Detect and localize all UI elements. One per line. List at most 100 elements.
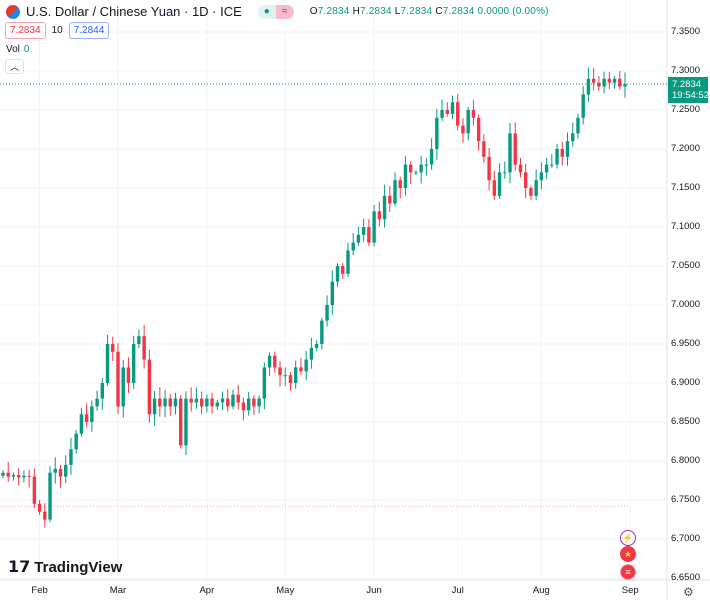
tradingview-logo[interactable]: 𝟭𝟳 TradingView <box>8 558 123 577</box>
market-status[interactable]: ● ≈ <box>257 4 294 19</box>
candle-body <box>382 195 387 220</box>
candle-body <box>445 110 449 114</box>
candle-body <box>618 78 622 87</box>
lightning-icon[interactable]: ⚡ <box>620 530 636 546</box>
candle-body <box>372 211 376 243</box>
candle-body <box>194 398 199 403</box>
time-tick-label: Jun <box>366 585 382 596</box>
candle-body <box>79 414 84 434</box>
candle-body <box>544 164 549 173</box>
candle-body <box>560 149 564 157</box>
candle-body <box>121 367 125 407</box>
candle-body <box>356 234 361 243</box>
candle-body <box>137 336 141 344</box>
candle-body <box>330 281 334 305</box>
price-tick-label: 7.0000 <box>670 299 700 310</box>
price-tick-label: 7.0500 <box>670 260 700 271</box>
candle-body <box>163 398 167 407</box>
price-tick-label: 7.2500 <box>670 104 700 115</box>
candle-body <box>351 242 355 251</box>
candle-body <box>236 394 240 403</box>
candle-body <box>294 367 298 383</box>
candle-body <box>482 141 486 157</box>
price-tick-label: 6.7500 <box>670 494 700 505</box>
ohlc-values: O7.2834 H7.2834 L7.2834 C7.2834 0.0000 (… <box>309 6 549 17</box>
price-tick-label: 6.9500 <box>670 338 700 349</box>
cny-flag-icon[interactable]: ★ <box>620 546 636 562</box>
candle-body <box>11 475 16 477</box>
candle-body <box>341 266 345 274</box>
candle-body <box>513 133 517 165</box>
candle-body <box>414 172 418 174</box>
candle-body <box>278 367 282 376</box>
collapse-legend-button[interactable]: ︿ <box>5 59 24 74</box>
candle-body <box>523 172 528 188</box>
candle-body <box>43 511 47 520</box>
candle-body <box>408 164 413 173</box>
candle-body <box>612 78 617 83</box>
settings-gear-icon[interactable]: ⚙ <box>683 585 694 599</box>
market-open-icon: ● <box>257 4 276 19</box>
candle-body <box>555 149 559 165</box>
candle-body <box>179 398 183 446</box>
candle-body <box>565 141 570 157</box>
candle-body <box>607 78 612 83</box>
candle-body <box>487 156 491 181</box>
time-tick-label: Jul <box>451 585 464 596</box>
price-tick-label: 7.3500 <box>670 26 700 37</box>
candle-body <box>246 398 251 411</box>
candle-body <box>267 355 272 368</box>
volume-legend: Vol 0 <box>6 44 30 55</box>
candle-body <box>215 402 220 407</box>
candle-body <box>147 359 152 415</box>
candle-body <box>539 172 544 181</box>
candle-body <box>37 503 42 512</box>
time-tick-label: Aug <box>532 585 550 596</box>
candle-body <box>429 149 434 165</box>
candle-body <box>450 102 455 114</box>
candle-body <box>497 172 502 196</box>
candle-body <box>398 180 402 188</box>
candle-body <box>69 449 73 465</box>
candle-body <box>309 347 314 360</box>
candle-body <box>424 164 429 166</box>
candle-body <box>471 110 476 118</box>
price-tick-label: 6.7000 <box>670 533 700 544</box>
candle-body <box>199 398 204 407</box>
time-tick-label: Feb <box>31 585 48 596</box>
tradingview-logo-icon: 𝟭𝟳 <box>8 559 31 576</box>
time-tick-label: Apr <box>199 585 215 596</box>
candle-body <box>518 164 523 173</box>
symbol-title[interactable]: U.S. Dollar / Chinese Yuan · 1D · ICE <box>26 4 242 19</box>
price-tick-label: 6.8500 <box>670 416 700 427</box>
candle-body <box>299 367 303 372</box>
candle-body <box>571 133 575 142</box>
candle-body <box>74 433 78 450</box>
candle-body <box>586 78 591 95</box>
candle-body <box>335 266 340 282</box>
price-tick-label: 6.6500 <box>670 572 700 583</box>
candle-body <box>597 82 601 87</box>
candle-body <box>173 398 178 407</box>
price-tick-label: 6.9000 <box>670 377 700 388</box>
buy-button[interactable]: 7.2844 <box>68 22 110 39</box>
price-tick-label: 7.1000 <box>670 221 700 232</box>
candle-body <box>461 125 465 134</box>
candle-body <box>346 250 350 274</box>
candle-body <box>16 475 21 478</box>
candle-body <box>314 344 319 348</box>
sell-button[interactable]: 7.2834 <box>5 22 46 39</box>
candle-body <box>304 359 308 372</box>
candle-body <box>283 375 287 377</box>
candle-body <box>367 227 371 243</box>
candle-body <box>32 476 37 504</box>
price-tick-label: 7.3000 <box>670 65 700 76</box>
candle-body <box>1 472 5 476</box>
candle-body <box>403 164 408 188</box>
time-tick-label: May <box>276 585 295 596</box>
usd-flag-icon[interactable]: ≡ <box>620 564 636 580</box>
candle-body <box>320 320 324 344</box>
candle-body <box>492 180 497 196</box>
candle-body <box>576 117 580 134</box>
